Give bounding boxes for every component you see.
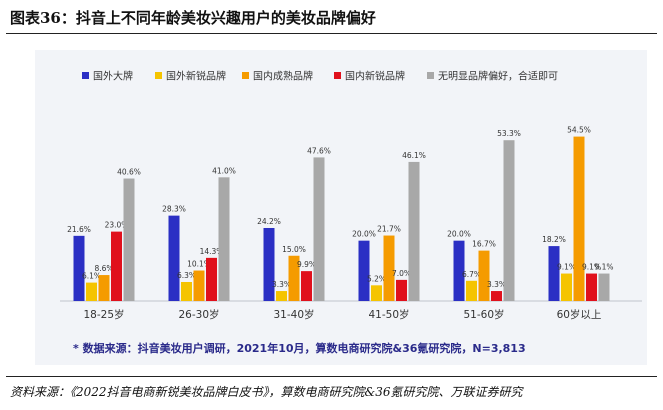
data-label-5-1: 20.0% <box>447 230 471 239</box>
data-label-4-4: 7.0% <box>392 269 411 278</box>
data-label-2-1: 28.3% <box>162 205 186 214</box>
bar-4-4 <box>396 279 407 301</box>
data-label-1-4: 23.0% <box>105 221 129 230</box>
data-label-4-3: 21.7% <box>377 225 401 234</box>
bar-6-4 <box>586 273 597 301</box>
bar-5-1 <box>453 240 465 301</box>
bar-1-5 <box>123 178 135 301</box>
bar-3-4 <box>301 271 312 301</box>
bar-chart: 国外大牌 国外新锐品牌 国内成熟品牌 国内新锐品牌 无明显品牌偏好，合适即可 21.6% 6… <box>60 70 642 355</box>
bar-6-5 <box>598 273 610 301</box>
x-tick-label-4: 41-50岁 <box>368 308 409 321</box>
legend-swatch-5 <box>427 72 434 79</box>
bar-2-4 <box>206 257 217 301</box>
source-note: 资料来源：《2022抖音电商新锐美妆品牌白皮书》，算数电商研究院&36氪研究院、… <box>10 385 523 399</box>
bar-5-2 <box>466 280 477 301</box>
data-label-3-3: 15.0% <box>282 245 306 254</box>
bar-6-1 <box>548 246 560 301</box>
legend-swatch-1 <box>82 72 89 79</box>
data-label-2-4: 14.3% <box>200 247 224 256</box>
x-tick-label-2: 26-30岁 <box>178 308 219 321</box>
bar-5-4 <box>491 291 502 301</box>
bar-1-1 <box>73 235 85 301</box>
data-label-5-2: 6.7% <box>462 270 481 279</box>
data-label-3-4: 9.9% <box>297 260 316 269</box>
bottom-rule <box>6 376 657 377</box>
legend-swatch-2 <box>155 72 162 79</box>
bar-3-2 <box>276 291 287 301</box>
x-tick-label-5: 51-60岁 <box>463 308 504 321</box>
bar-2-1 <box>168 215 180 301</box>
data-label-1-1: 21.6% <box>67 225 91 234</box>
data-label-3-2: 3.3% <box>272 280 291 289</box>
bar-5-3 <box>478 250 490 301</box>
data-label-6-1: 18.2% <box>542 235 566 244</box>
legend-label-5: 无明显品牌偏好，合适即可 <box>438 70 558 83</box>
bar-4-3 <box>383 235 395 301</box>
legend-swatch-3 <box>242 72 249 79</box>
bar-3-1 <box>263 227 275 301</box>
legend-label-2: 国外新锐品牌 <box>166 70 226 83</box>
bar-3-5 <box>313 157 325 301</box>
data-label-4-5: 46.1% <box>402 151 426 160</box>
data-label-2-3: 10.1% <box>187 260 211 269</box>
bar-6-3 <box>573 136 585 301</box>
data-label-6-3: 54.5% <box>567 126 591 135</box>
bar-4-5 <box>408 161 420 301</box>
bar-2-2 <box>181 281 192 301</box>
data-label-5-3: 16.7% <box>472 240 496 249</box>
bar-4-2 <box>371 285 382 301</box>
bar-1-4 <box>111 231 122 301</box>
data-label-1-2: 6.1% <box>82 272 101 281</box>
data-label-3-5: 47.6% <box>307 146 331 155</box>
bar-6-2 <box>561 273 572 301</box>
data-label-4-2: 5.2% <box>367 274 386 283</box>
legend-swatch-4 <box>334 72 341 79</box>
bar-2-3 <box>193 270 205 301</box>
data-label-6-5: 9.1% <box>594 263 613 272</box>
x-tick-label-1: 18-25岁 <box>83 308 124 321</box>
bar-1-2 <box>86 282 97 301</box>
legend-label-1: 国外大牌 <box>93 70 133 83</box>
data-label-2-5: 41.0% <box>212 166 236 175</box>
top-rule <box>6 33 657 34</box>
chart-panel <box>35 50 647 365</box>
data-label-5-4: 3.3% <box>487 280 506 289</box>
bar-4-1 <box>358 240 370 301</box>
data-note: * 数据来源：抖音美妆用户调研，2021年10月，算数电商研究院&36氪研究院，… <box>73 341 526 355</box>
legend-label-3: 国内成熟品牌 <box>253 70 313 83</box>
bar-5-5 <box>503 140 515 301</box>
bar-3-3 <box>288 255 300 301</box>
data-label-3-1: 24.2% <box>257 217 281 226</box>
data-label-6-2: 9.1% <box>557 263 576 272</box>
legend-label-4: 国内新锐品牌 <box>345 70 405 83</box>
data-label-4-1: 20.0% <box>352 230 376 239</box>
x-tick-label-6: 60岁以上 <box>557 308 602 321</box>
x-tick-label-3: 31-40岁 <box>273 308 314 321</box>
data-label-1-5: 40.6% <box>117 168 141 177</box>
data-label-2-2: 6.3% <box>177 271 196 280</box>
bar-1-3 <box>98 275 110 301</box>
data-label-6-4: 9.1% <box>582 263 601 272</box>
figure-title: 图表36：抖音上不同年龄美妆兴趣用户的美妆品牌偏好 <box>10 9 376 27</box>
bar-2-5 <box>218 177 230 301</box>
data-label-1-3: 8.6% <box>94 264 113 273</box>
data-label-5-5: 53.3% <box>497 129 521 138</box>
